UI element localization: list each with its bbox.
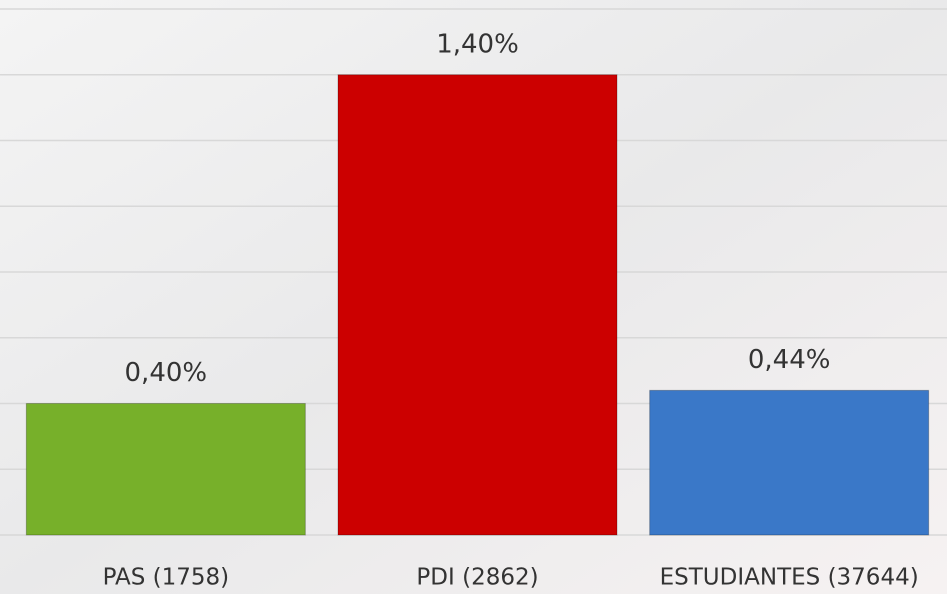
value-label: 0,40% (125, 358, 208, 388)
bar (650, 390, 929, 535)
x-tick-label: ESTUDIANTES (37644) (660, 565, 919, 591)
bar (338, 75, 617, 535)
bar (26, 404, 305, 536)
x-tick-label: PAS (1758) (103, 565, 230, 591)
value-label: 1,40% (436, 29, 519, 59)
page: PAS (1758) 0,40% PDI (2862) 1,40% ESTUDIANTE… (0, 0, 947, 594)
x-tick-label: PDI (2862) (416, 565, 538, 591)
value-label: 0,44% (748, 345, 831, 375)
chart: PAS (1758) 0,40% PDI (2862) 1,40% ESTUDIANTE… (0, 0, 947, 594)
